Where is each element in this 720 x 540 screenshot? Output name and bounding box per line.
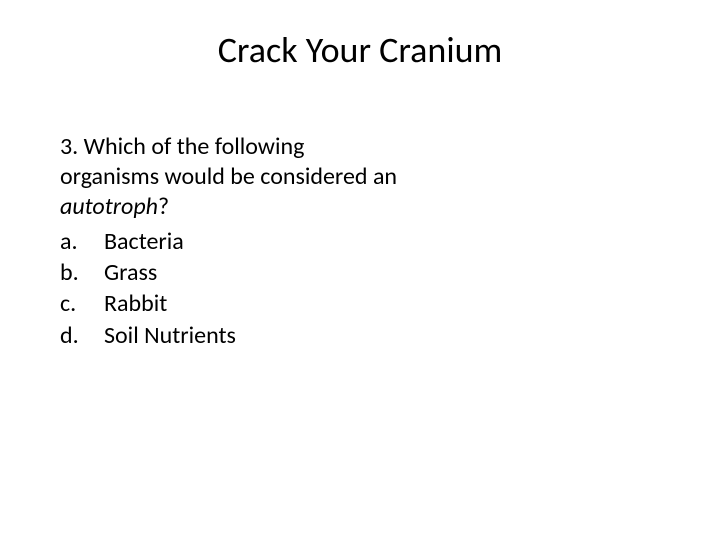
page-title: Crack Your Cranium xyxy=(60,28,660,72)
question-text: 3. Which of the following organisms woul… xyxy=(60,132,400,222)
choice-item: c. Rabbit xyxy=(60,288,400,319)
choice-text: Rabbit xyxy=(104,288,400,319)
question-italic-word: autotroph xyxy=(60,192,158,221)
choice-letter: a. xyxy=(60,226,104,257)
slide-container: Crack Your Cranium 3. Which of the follo… xyxy=(0,0,720,540)
question-suffix: ? xyxy=(158,192,169,221)
question-block: 3. Which of the following organisms woul… xyxy=(60,132,400,351)
choice-item: a. Bacteria xyxy=(60,226,400,257)
choice-item: d. Soil Nutrients xyxy=(60,320,400,351)
question-prefix: Which of the following organisms would b… xyxy=(60,132,397,191)
choice-text: Bacteria xyxy=(104,226,400,257)
choice-list: a. Bacteria b. Grass c. Rabbit d. Soil N… xyxy=(60,226,400,351)
choice-item: b. Grass xyxy=(60,257,400,288)
choice-text: Soil Nutrients xyxy=(104,320,400,351)
choice-letter: c. xyxy=(60,288,104,319)
choice-letter: d. xyxy=(60,320,104,351)
choice-letter: b. xyxy=(60,257,104,288)
question-number: 3. xyxy=(60,132,78,161)
choice-text: Grass xyxy=(104,257,400,288)
